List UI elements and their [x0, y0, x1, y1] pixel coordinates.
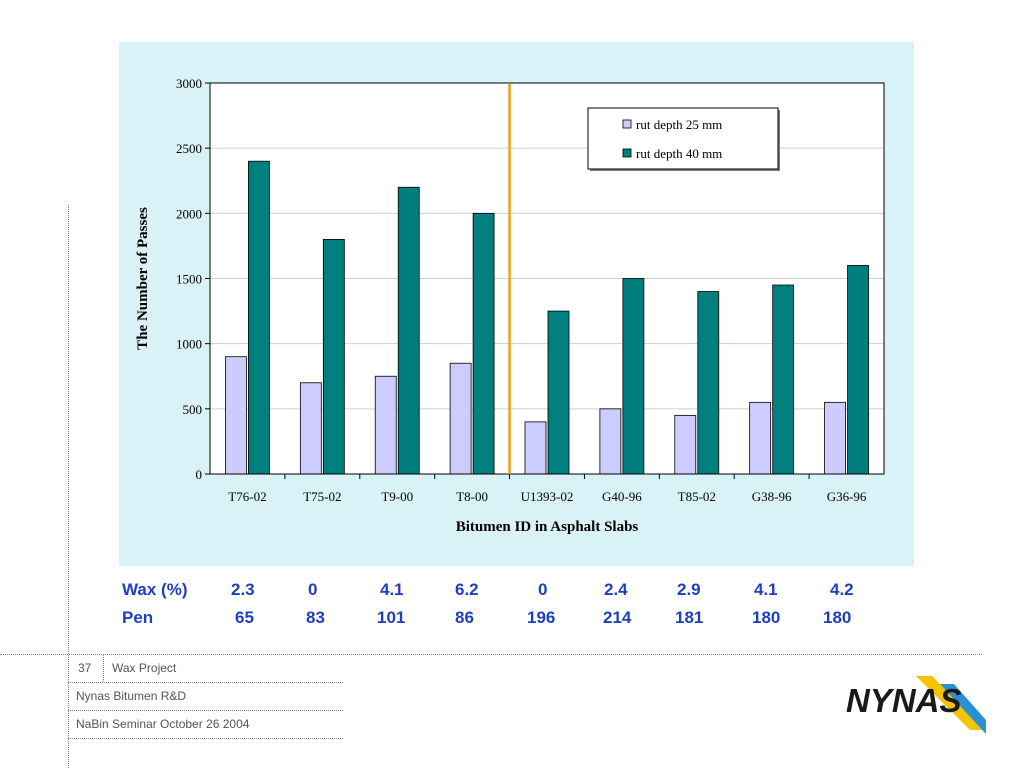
legend-label: rut depth 25 mm [636, 117, 722, 132]
y-tick-label: 1500 [176, 272, 202, 287]
wax-value: 2.4 [604, 580, 628, 599]
y-axis-label: The Number of Passes [135, 207, 151, 350]
bar-rut-25mm [225, 356, 247, 475]
wax-value: 6.2 [455, 580, 479, 599]
x-tick-label: T76-02 [228, 489, 266, 504]
x-tick-label: G36-96 [827, 489, 867, 504]
bar-rut-25mm [824, 401, 846, 475]
y-tick-label: 3000 [176, 76, 202, 91]
x-tick-label: T8-00 [456, 489, 488, 504]
plot-border [209, 82, 885, 475]
pen-row: Pen 65 83 101 86 196 214 181 180 180 [0, 608, 1024, 630]
pen-value: 86 [455, 608, 474, 627]
bar-rut-40mm [547, 310, 570, 475]
pen-value: 180 [823, 608, 852, 627]
bar-rut-25mm [449, 362, 472, 475]
pen-value: 181 [675, 608, 704, 627]
bar-rut-40mm [322, 238, 345, 475]
pen-value: 214 [603, 608, 632, 627]
x-tick-label: U1393-02 [521, 489, 574, 504]
footer-divider [68, 738, 343, 739]
legend-label: rut depth 40 mm [636, 146, 722, 161]
x-tick-label: G38-96 [752, 489, 792, 504]
bar-rut-25mm [524, 421, 547, 475]
bar-rut-40mm [622, 278, 645, 475]
pen-value: 65 [235, 608, 254, 627]
logo-stripe-yellow [916, 676, 986, 730]
logo-text: NYNAS [846, 682, 962, 719]
wax-value: 2.9 [677, 580, 701, 599]
bar-rut-25mm [299, 382, 322, 475]
y-tick-label: 2000 [176, 206, 202, 221]
y-tick-label: 2500 [176, 141, 202, 156]
x-axis-label: Bitumen ID in Asphalt Slabs [456, 519, 639, 535]
pen-value: 196 [527, 608, 556, 627]
wax-value: 2.3 [231, 580, 255, 599]
y-tick-label: 1000 [176, 337, 202, 352]
legend-swatch [622, 148, 632, 158]
bar-rut-25mm [749, 401, 772, 475]
pen-value: 83 [306, 608, 325, 627]
footer-divider [68, 682, 343, 683]
x-tick-label: T75-02 [303, 489, 341, 504]
logo-stripe-blue [940, 684, 986, 734]
wax-value: 0 [538, 580, 548, 599]
y-tick-label: 500 [183, 402, 203, 417]
bar-rut-40mm [697, 291, 720, 475]
x-tick-label: G40-96 [602, 489, 642, 504]
chart-panel: 0 500 1000 1500 2000 2500 3000 T76-02 T75-02 T9-0… [119, 42, 914, 566]
wax-label: Wax (%) [122, 580, 188, 599]
wax-value: 4.1 [380, 580, 404, 599]
wax-row: Wax (%) 2.3 0 4.1 6.2 0 2.4 2.9 4.1 4.2 [0, 580, 1024, 602]
nynas-logo: NYNAS [846, 676, 986, 734]
pen-value: 180 [752, 608, 781, 627]
wax-value: 4.2 [830, 580, 854, 599]
wax-value: 4.1 [754, 580, 778, 599]
bar-chart: 0 500 1000 1500 2000 2500 3000 T76-02 T75-02 T9-0… [135, 76, 885, 535]
bar-rut-40mm [472, 212, 495, 475]
pen-label: Pen [122, 608, 154, 627]
page-number-separator [103, 654, 104, 682]
page-number: 37 [78, 661, 92, 675]
company-name: Nynas Bitumen R&D [76, 689, 187, 703]
bar-rut-40mm [772, 284, 795, 475]
event-name: NaBin Seminar October 26 2004 [76, 717, 250, 731]
bar-rut-25mm [374, 375, 397, 475]
x-tick-label: T85-02 [678, 489, 716, 504]
bar-rut-25mm [674, 414, 697, 475]
legend-box [587, 107, 779, 170]
project-name: Wax Project [112, 661, 177, 675]
y-tick-label: 0 [196, 467, 203, 482]
wax-value: 0 [308, 580, 318, 599]
bar-rut-25mm [599, 408, 622, 475]
footer-divider [68, 710, 343, 711]
x-tick-label: T9-00 [381, 489, 413, 504]
vertical-divider [68, 205, 69, 768]
pen-value: 101 [377, 608, 406, 627]
bar-rut-40mm [847, 265, 869, 475]
bar-rut-40mm [248, 160, 270, 475]
horizontal-divider [0, 654, 982, 655]
bar-rut-40mm [397, 186, 420, 475]
legend-swatch [622, 119, 632, 129]
